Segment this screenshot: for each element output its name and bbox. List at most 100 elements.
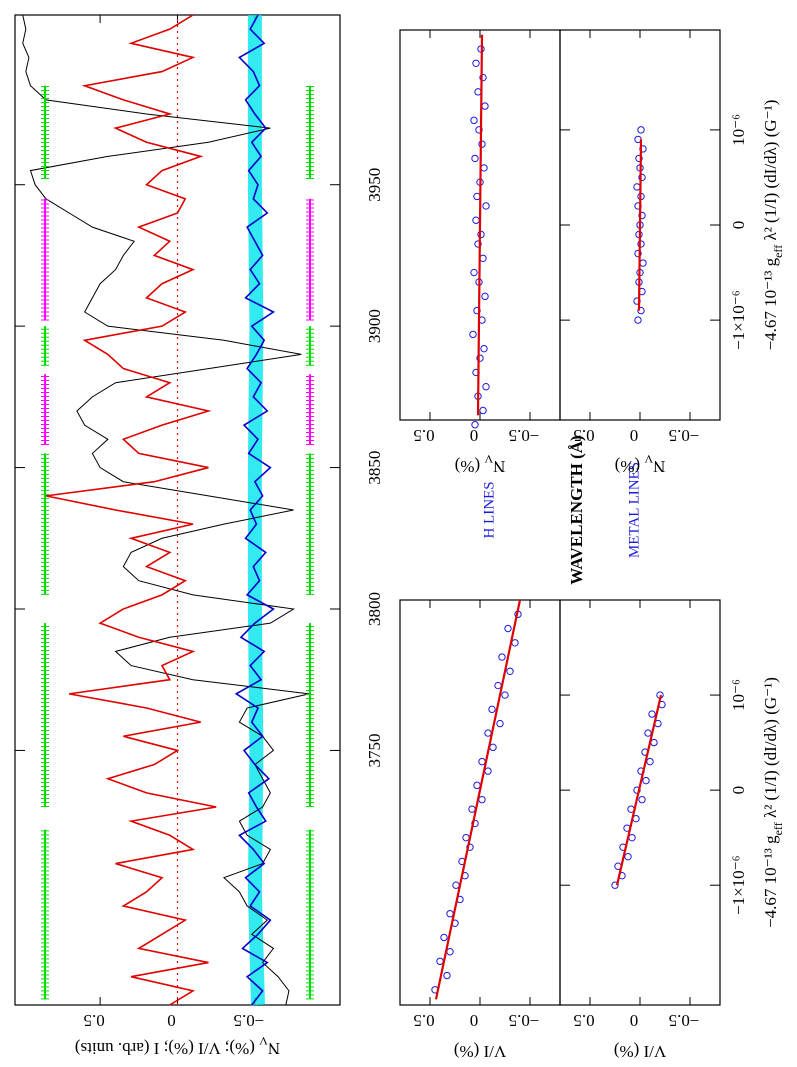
point: [443, 971, 451, 980]
point: [633, 786, 641, 794]
fit-line: [637, 139, 643, 311]
point: [471, 154, 479, 163]
point: [634, 135, 642, 144]
point: [638, 173, 646, 182]
x-axis-title: WAVELENGTH (Å): [567, 435, 586, 584]
x-axis-title: −4.67 10⁻¹³ geff λ² (1/I) (dI/dλ) (G⁻¹): [761, 677, 785, 928]
y-tick-label: −0.5: [669, 1011, 700, 1030]
point: [637, 306, 645, 315]
point: [436, 957, 444, 965]
fit-line: [615, 694, 663, 886]
point: [634, 316, 642, 324]
x-tick-label: 3750: [365, 733, 384, 767]
x-tick-label: 3950: [365, 168, 384, 202]
point: [633, 183, 641, 191]
metal-lines-label: METAL LINES: [626, 462, 642, 558]
point: [478, 795, 486, 804]
y-axis-title-part: (%); V/I (%); I (arb. units): [75, 1039, 259, 1058]
point: [440, 933, 448, 942]
y-tick-label: 0.5: [413, 426, 434, 445]
point: [480, 164, 488, 172]
point: [468, 805, 476, 813]
y-tick-label: 0: [167, 1011, 176, 1030]
y-axis-title-part: (%): [615, 457, 645, 476]
point: [646, 757, 654, 766]
point: [475, 126, 483, 134]
point: [474, 88, 482, 96]
data-line: [22, 14, 310, 1006]
y-tick-label: −0.5: [233, 1011, 264, 1030]
point: [494, 681, 502, 690]
point: [635, 154, 643, 163]
y-tick-label: 0: [630, 1011, 639, 1030]
point: [472, 216, 480, 224]
y-axis-title: NV (%): [615, 452, 666, 476]
point: [471, 421, 479, 429]
point: [506, 667, 514, 676]
y-axis-title-part: N: [493, 457, 505, 476]
x-axis-title-part: −4.67 10⁻¹³ g: [761, 835, 780, 928]
y-axis-title-part: N: [268, 1039, 280, 1058]
point: [446, 948, 454, 956]
point: [470, 268, 478, 277]
point: [498, 653, 506, 661]
y-tick-label: 0: [470, 426, 479, 445]
x-tick-label: 3900: [365, 309, 384, 343]
x-tick-label: 0: [729, 221, 748, 230]
point: [479, 406, 487, 415]
x-tick-label: −1×10⁻⁶: [729, 855, 748, 915]
x-axis-title-part: λ² (1/I) (dI/dλ) (G⁻¹): [761, 677, 780, 822]
point: [481, 102, 489, 110]
point: [611, 881, 619, 889]
point: [637, 240, 645, 248]
y-tick-label: −0.5: [669, 426, 700, 445]
point: [504, 624, 512, 633]
y-tick-label: 0.5: [83, 1011, 104, 1030]
point: [446, 910, 454, 918]
point: [470, 116, 478, 125]
x-tick-label: 3800: [365, 592, 384, 626]
x-tick-label: 10⁻⁶: [729, 114, 748, 146]
point: [644, 729, 652, 737]
y-tick-label: −0.5: [509, 426, 540, 445]
point: [637, 126, 645, 134]
point: [452, 881, 460, 889]
point: [489, 743, 497, 752]
point: [473, 781, 481, 790]
x-tick-label: 3850: [365, 451, 384, 485]
y-axis-title-sub: V: [484, 452, 493, 466]
y-axis-title-part: (%): [455, 457, 485, 476]
point: [480, 344, 488, 353]
x-tick-label: −1×10⁻⁶: [729, 290, 748, 350]
y-tick-label: 0.5: [413, 1011, 434, 1030]
x-axis-title: −4.67 10⁻¹³ geff λ² (1/I) (dI/dλ) (G⁻¹): [761, 100, 785, 351]
y-axis-title: V/I (%): [614, 1042, 666, 1061]
point: [482, 202, 490, 210]
point: [501, 691, 509, 699]
point: [634, 249, 642, 258]
data-line: [45, 14, 217, 1006]
x-tick-label: 0: [729, 786, 748, 795]
point: [472, 59, 480, 67]
rotated-figure: H LINES METAL LINES 0.5 0 −0.5 3750 3800 3850…: [14, 14, 785, 1061]
point: [650, 738, 658, 747]
point: [638, 795, 646, 804]
point: [638, 211, 646, 220]
y-tick-label: 0: [630, 426, 639, 445]
point: [484, 767, 492, 775]
point: [476, 354, 484, 362]
point: [474, 240, 482, 248]
point: [466, 843, 474, 851]
point: [482, 383, 490, 391]
point: [484, 729, 492, 737]
y-axis-title-sub: V: [259, 1034, 268, 1048]
x-axis-title-sub: eff: [771, 822, 785, 835]
point: [648, 710, 656, 718]
y-axis-title-part: N: [653, 457, 665, 476]
x-axis-title-part: −4.67 10⁻¹³ g: [761, 257, 780, 350]
point: [488, 705, 496, 714]
y-tick-label: −0.5: [509, 1011, 540, 1030]
noise-band: [247, 15, 265, 1006]
point: [639, 259, 647, 267]
